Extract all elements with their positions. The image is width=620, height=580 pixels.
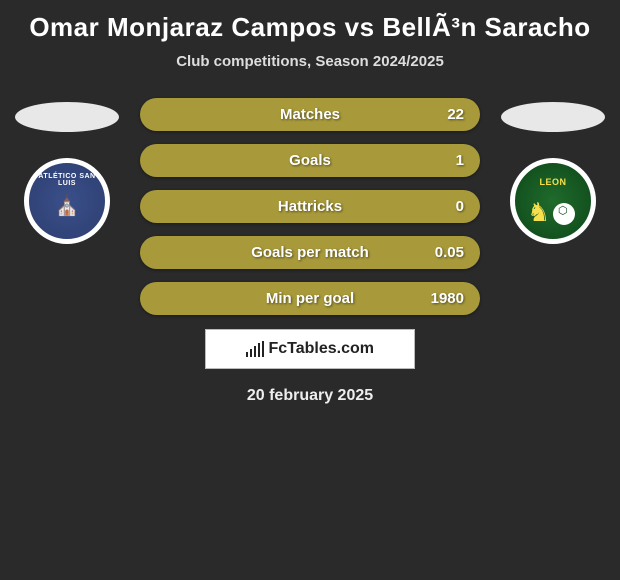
left-club-logo: ATLÉTICO SAN LUIS ⛪ [24, 158, 110, 244]
stat-right-value: 1980 [431, 290, 464, 307]
left-club-name: ATLÉTICO SAN LUIS [29, 173, 105, 187]
brand-text: FcTables.com [268, 340, 374, 358]
stat-bar-matches: Matches 22 [140, 98, 480, 131]
stat-label: Hattricks [278, 198, 342, 215]
left-player-column: ATLÉTICO SAN LUIS ⛪ [12, 98, 122, 244]
stat-label: Goals [289, 152, 331, 169]
stat-right-value: 0.05 [435, 244, 464, 261]
stat-label: Goals per match [251, 244, 369, 261]
stat-bar-hattricks: Hattricks 0 [140, 190, 480, 223]
stat-right-value: 1 [456, 152, 464, 169]
main-container: Omar Monjaraz Campos vs BellÃ³n Saracho … [0, 0, 620, 417]
stats-column: Matches 22 Goals 1 Hattricks 0 Goals per… [130, 98, 490, 315]
page-title: Omar Monjaraz Campos vs BellÃ³n Saracho [29, 12, 590, 43]
stat-right-value: 22 [447, 106, 464, 123]
date-label: 20 february 2025 [247, 387, 373, 405]
stat-label: Min per goal [266, 290, 354, 307]
right-player-column: LEON ♞ [498, 98, 608, 244]
stat-bar-goals: Goals 1 [140, 144, 480, 177]
comparison-row: ATLÉTICO SAN LUIS ⛪ Matches 22 Goals 1 H… [10, 98, 610, 315]
stat-bar-goals-per-match: Goals per match 0.05 [140, 236, 480, 269]
left-player-avatar-placeholder [15, 102, 119, 132]
chart-bars-icon [246, 341, 265, 357]
right-player-avatar-placeholder [501, 102, 605, 132]
right-club-logo: LEON ♞ [510, 158, 596, 244]
right-club-name: LEON [539, 177, 566, 187]
page-subtitle: Club competitions, Season 2024/2025 [176, 53, 444, 70]
soccer-ball-icon [553, 203, 575, 225]
lion-icon: ♞ [527, 199, 550, 225]
brand-attribution[interactable]: FcTables.com [205, 329, 415, 369]
stat-label: Matches [280, 106, 340, 123]
left-club-crest-icon: ⛪ [55, 193, 80, 218]
stat-bar-min-per-goal: Min per goal 1980 [140, 282, 480, 315]
stat-right-value: 0 [456, 198, 464, 215]
